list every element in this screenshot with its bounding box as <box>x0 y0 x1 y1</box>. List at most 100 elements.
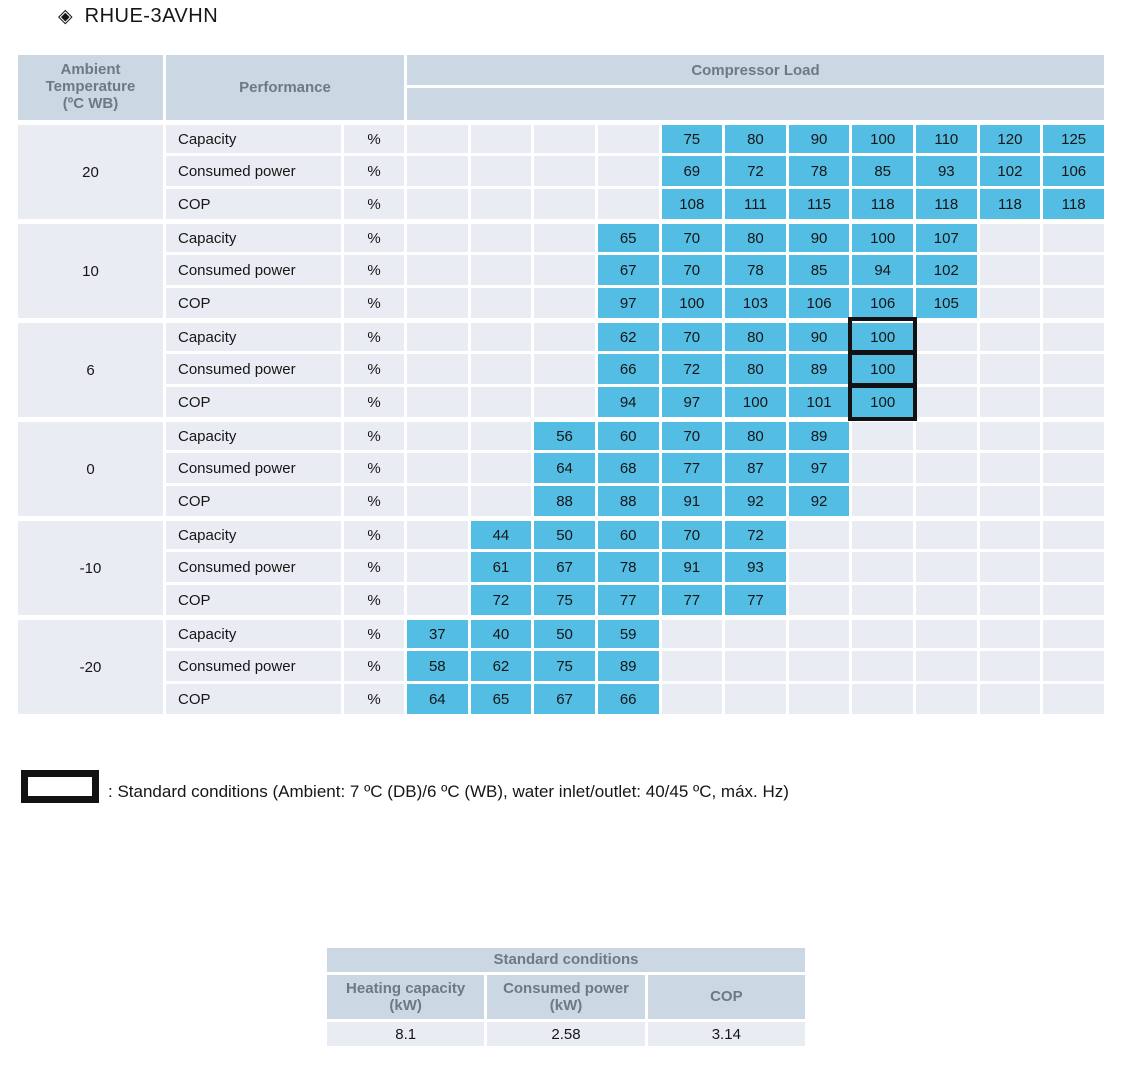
performance-table: Ambient Temperature (ºC WB) Performance … <box>15 52 1107 717</box>
empty-cell <box>852 453 913 483</box>
load-value-cell: 80 <box>725 222 786 252</box>
load-value-cell: 66 <box>597 684 659 714</box>
load-value-cell: 91 <box>661 486 723 516</box>
empty-cell <box>407 123 468 153</box>
legend: : Standard conditions (Ambient: 7 ºC (DB… <box>21 770 1138 803</box>
empty-cell <box>1043 222 1104 252</box>
load-value-cell: 89 <box>788 354 850 384</box>
empty-cell <box>534 255 595 285</box>
standard-conditions-table: Standard conditions Heating capacity (kW… <box>324 945 808 1049</box>
empty-cell <box>916 354 977 384</box>
load-value-cell: 72 <box>470 585 532 615</box>
load-value-cell: 94 <box>597 387 659 417</box>
empty-cell <box>534 189 595 219</box>
load-value-cell: 70 <box>661 420 723 450</box>
empty-cell <box>979 519 1041 549</box>
load-value-cell: 61 <box>470 552 532 582</box>
load-value-cell: 64 <box>534 453 595 483</box>
unit-cell: % <box>344 222 404 252</box>
table-row: COP% 72 75 77 77 77 <box>18 585 1104 615</box>
heating-capacity-value: 8.1 <box>327 1022 485 1046</box>
empty-cell <box>852 486 913 516</box>
table-row: Consumed power% 64 68 77 87 97 <box>18 453 1104 483</box>
empty-cell <box>1043 618 1104 648</box>
empty-cell <box>1043 684 1104 714</box>
load-value-cell: 118 <box>916 189 977 219</box>
empty-cell <box>979 552 1041 582</box>
performance-table-head: Ambient Temperature (ºC WB) Performance … <box>18 55 1104 120</box>
load-value-cell: 78 <box>725 255 786 285</box>
empty-cell <box>788 618 850 648</box>
empty-cell <box>534 288 595 318</box>
table-row: 6 Capacity% 62 70 80 90 100 <box>18 317 1104 417</box>
load-value-cell: 90 <box>788 321 850 351</box>
model-title: RHUE-3AVHN <box>84 5 219 27</box>
empty-cell <box>852 684 913 714</box>
empty-cell <box>534 387 595 417</box>
empty-cell <box>788 684 850 714</box>
load-value-cell: 92 <box>788 486 850 516</box>
unit-cell: % <box>344 585 404 615</box>
ambient-temperature-header: Ambient Temperature (ºC WB) <box>18 55 163 120</box>
load-value-cell: 44 <box>470 519 532 549</box>
load-value-cell: 105 <box>916 288 977 318</box>
empty-cell <box>470 387 532 417</box>
empty-cell <box>725 618 786 648</box>
empty-cell <box>470 123 532 153</box>
load-value-cell: 66 <box>597 354 659 384</box>
empty-cell <box>407 222 468 252</box>
empty-cell <box>407 453 468 483</box>
empty-cell <box>407 321 468 351</box>
empty-cell <box>916 486 977 516</box>
empty-cell <box>979 618 1041 648</box>
empty-cell <box>852 651 913 681</box>
empty-cell <box>534 222 595 252</box>
table-row: 10 Capacity% 65 70 80 90 100 107 <box>18 222 1104 318</box>
load-value-cell: 67 <box>534 552 595 582</box>
load-value-cell: 77 <box>725 585 786 615</box>
empty-cell <box>979 354 1041 384</box>
empty-cell <box>1043 453 1104 483</box>
unit-cell: % <box>344 321 404 351</box>
load-value-cell: 100 <box>852 222 913 252</box>
empty-cell <box>470 288 532 318</box>
load-value-cell: 72 <box>725 156 786 186</box>
unit-cell: % <box>344 552 404 582</box>
empty-cell <box>1043 288 1104 318</box>
load-value-cell: 106 <box>852 288 913 318</box>
load-value-cell: 85 <box>788 255 850 285</box>
performance-label-cell: Capacity <box>166 123 341 153</box>
load-value-cell: 107 <box>916 222 977 252</box>
empty-cell <box>916 387 977 417</box>
empty-cell <box>852 585 913 615</box>
empty-cell <box>470 321 532 351</box>
empty-cell <box>1043 354 1104 384</box>
empty-cell <box>407 420 468 450</box>
empty-cell <box>916 585 977 615</box>
load-value-cell: 80 <box>725 354 786 384</box>
empty-cell <box>916 552 977 582</box>
empty-cell <box>852 552 913 582</box>
load-value-cell: 100 <box>661 288 723 318</box>
empty-cell <box>1043 519 1104 549</box>
load-value-cell: 88 <box>597 486 659 516</box>
empty-cell <box>725 651 786 681</box>
empty-cell <box>979 321 1041 351</box>
empty-cell <box>470 420 532 450</box>
table-row: COP% 94 97 100 101 100 <box>18 383 1104 421</box>
empty-cell <box>1043 255 1104 285</box>
unit-cell: % <box>344 354 404 384</box>
load-value-cell: 85 <box>852 156 913 186</box>
load-value-cell: 78 <box>788 156 850 186</box>
diamond-icon: ◈ <box>58 6 73 27</box>
empty-cell <box>1043 321 1104 351</box>
load-value-cell: 100 <box>725 387 786 417</box>
performance-label-cell: COP <box>166 288 341 318</box>
empty-cell <box>979 387 1041 417</box>
load-value-cell: 97 <box>597 288 659 318</box>
empty-cell <box>661 618 723 648</box>
load-value-cell: 67 <box>534 684 595 714</box>
load-value-cell: 111 <box>725 189 786 219</box>
load-value-cell: 103 <box>725 288 786 318</box>
load-value-cell: 70 <box>661 321 723 351</box>
